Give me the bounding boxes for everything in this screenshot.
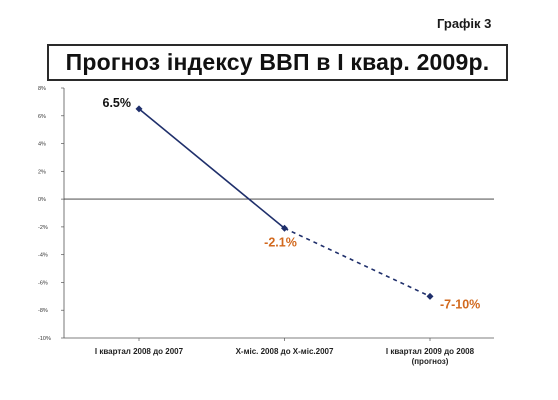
y-tick-label: 6%: [38, 114, 46, 120]
chart-title: Прогноз індексу ВВП в I квар. 2009р.: [65, 49, 490, 75]
data-point-marker: [281, 224, 288, 232]
y-tick-label: 8%: [38, 86, 46, 92]
series-lines: [138, 108, 431, 298]
x-tick-label: I квартал 2009 до 2008: [386, 347, 475, 356]
y-tick-label: 2%: [38, 169, 46, 175]
series-points: [135, 105, 434, 300]
y-tick-label: -6%: [38, 280, 48, 286]
data-label: -7-10%: [440, 297, 480, 311]
forecast-line-segment: [284, 227, 431, 298]
data-point-marker: [426, 292, 434, 300]
chart-title-box: Прогноз індексу ВВП в I квар. 2009р.: [47, 44, 508, 81]
y-tick-label: -4%: [38, 253, 48, 259]
point-labels: 6.5% -2.1% -7-10%: [103, 96, 481, 312]
data-label: -2.1%: [264, 235, 297, 249]
y-axis-ticks: -10% -8% -6% -4% -2% 0% 2% 4% 6% 8%: [38, 86, 64, 342]
y-tick-label: -8%: [38, 308, 48, 314]
y-tick-label: 0%: [38, 197, 46, 203]
y-tick-label: 4%: [38, 142, 46, 148]
x-axis-labels: I квартал 2008 до 2007 X-міс. 2008 до X-м…: [95, 338, 475, 366]
x-tick-label: I квартал 2008 до 2007: [95, 347, 184, 356]
axes: [63, 88, 494, 339]
data-label: 6.5%: [103, 96, 132, 110]
figure-number-label: Графік 3: [437, 16, 492, 31]
x-tick-label: X-міс. 2008 до X-міс.2007: [236, 347, 334, 356]
x-tick-label: (прогноз): [412, 357, 449, 366]
data-point-marker: [135, 105, 143, 113]
y-tick-label: -2%: [38, 225, 48, 231]
series-line-segment: [138, 108, 286, 229]
y-tick-label: -10%: [38, 336, 51, 342]
